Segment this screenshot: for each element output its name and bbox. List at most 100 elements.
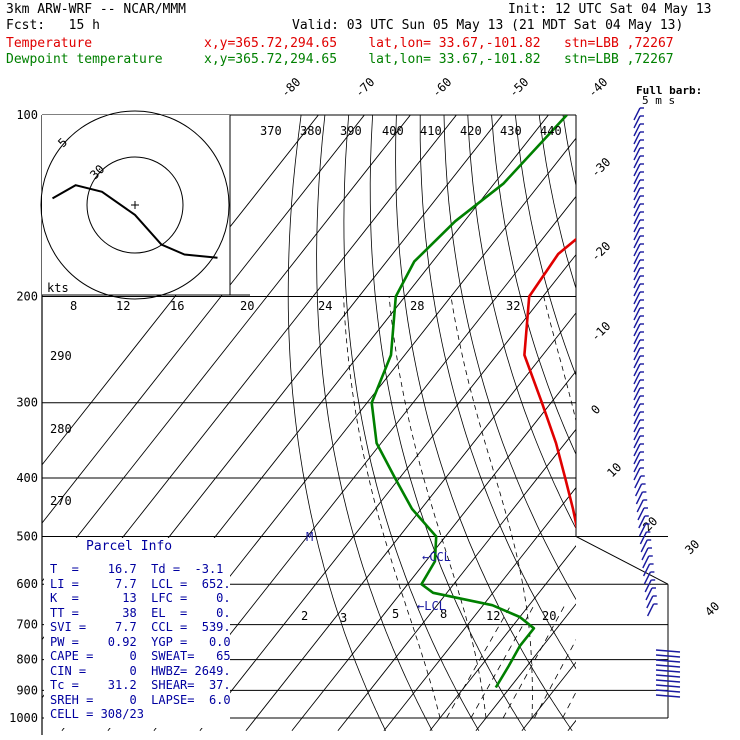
isotherm-line [337,428,576,732]
wind-barb [633,211,641,225]
theta-label: 280 [50,422,72,436]
wind-barb [642,555,650,569]
isotherm-label: -40 [585,75,610,100]
wind-barb [633,363,641,377]
pressure-tick-label: 200 [16,290,38,304]
wind-barb [644,579,652,593]
wind-barb-low [655,664,681,668]
wind-barb [633,379,641,393]
wind-barb [633,291,641,305]
dry-adiabat-line [316,115,433,731]
isotherm-label: -50 [506,75,531,100]
wind-barb [636,499,644,513]
pressure-tick-label: 900 [16,683,38,697]
dry-adiabat-line [635,115,740,731]
wind-barb [633,443,641,457]
barb-scale-label: Full barb: [636,84,702,97]
wind-barb [646,595,654,609]
wind-barb [633,419,641,433]
theta-label: 290 [50,349,72,363]
wind-barb [633,131,641,145]
wind-barb-low [655,649,681,653]
theta-label: 370 [260,124,282,138]
barb-scale-value: 5 m s [642,94,675,107]
wind-barb [645,587,653,601]
wind-barb [633,283,641,297]
mixing-ratio-label: 12 [116,299,130,313]
isotherm-line [383,486,576,732]
ccl-marker: ←CCL [422,550,451,564]
wind-barb [633,355,641,369]
theta-label: 390 [340,124,362,138]
mixing-ratio-label: 12 [486,609,500,623]
forecast-hour: Fcst: 15 h [6,18,100,33]
theta-label: 410 [420,124,442,138]
wind-barb [638,523,647,537]
wind-barb [633,459,641,473]
isotherm-line [42,115,411,583]
parcel-info-row: CAPE = 0 SWEAT= 65 [50,649,231,663]
wind-barb [633,195,641,209]
wind-barb [633,403,641,417]
pressure-tick-label: 300 [16,396,38,410]
wind-barb [633,267,641,281]
isotherm-line [291,370,576,732]
wind-barb [637,507,645,521]
theta-label: 420 [460,124,482,138]
temperature-location-info: x,y=365.72,294.65 lat,lon= 33.67,-101.82… [204,36,674,51]
isotherm-label: -30 [588,155,613,180]
wind-barb-low [655,674,681,678]
moist-adiabat-line [670,297,740,719]
dry-adiabat-line [538,115,576,290]
wind-barb [633,387,641,401]
mixing-ratio-line [446,604,512,719]
wind-barb [633,411,641,425]
parcel-info-row: T = 16.7 Td = -3.1 [50,562,224,576]
dewpoint-trace [370,115,568,689]
wind-barb-low [655,654,681,658]
dry-adiabat-line [491,115,576,456]
pressure-tick-label: 700 [16,618,38,632]
wind-barb [642,563,651,577]
mixing-ratio-label: 5 [392,607,399,621]
init-time: Init: 12 UTC Sat 04 May 13 [508,2,712,17]
wind-barb [639,531,648,545]
isotherm-line [42,115,319,466]
valid-time: Valid: 03 UTC Sun 05 May 13 (21 MDT Sat … [292,18,684,33]
wind-barb [633,171,641,185]
dry-adiabat-line [419,115,576,670]
wind-barb [641,547,649,561]
dewpoint-legend: Dewpoint temperature [6,52,163,67]
wind-barb [633,323,641,337]
hodograph-units: kts [47,281,69,295]
wind-barb [633,315,641,329]
wind-barb [633,251,641,265]
theta-label: 400 [382,124,404,138]
wind-barb [633,347,641,361]
wind-barb [633,243,641,257]
dry-adiabat-line [562,115,576,188]
wind-barb [633,339,641,353]
dry-adiabat-line [706,115,740,731]
parcel-info-panel: Parcel Info T = 16.7 Td = -3.1 LI = 7.7 L… [44,538,231,728]
theta-label: 270 [50,494,72,508]
wind-barb [633,163,641,177]
dewpoint-location-info: x,y=365.72,294.65 lat,lon= 33.67,-101.82… [204,52,674,67]
dry-adiabat-line [287,115,386,731]
parcel-info-row: K = 13 LFC = 0. [50,591,231,605]
mixing-ratio-label: 28 [410,299,424,313]
wind-barb [633,275,641,289]
parcel-info-row: SREH = 0 LAPSE= 6.0 [50,692,231,707]
mixing-ratio-label: 8 [440,607,447,621]
wind-barb-low [655,694,681,698]
mixing-ratio-label: 16 [170,299,184,313]
parcel-info-row: CIN = 0 HWBZ= 2649. [50,663,231,678]
wind-barb [633,107,641,121]
wind-barb [633,371,641,385]
theta-label: 430 [500,124,522,138]
mixing-ratio-label: 32 [506,299,520,313]
dry-adiabat-line [515,115,576,377]
wind-barb [643,571,652,585]
model-title: 3km ARW-WRF -- NCAR/MMM [6,2,187,17]
wind-barb-low [655,669,681,673]
